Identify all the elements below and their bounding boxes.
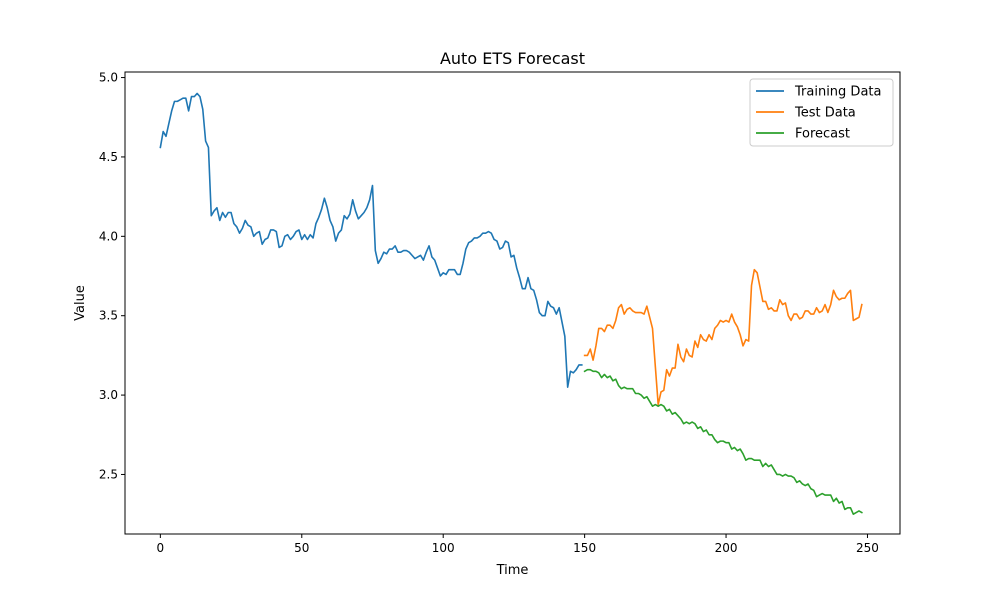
chart-title: Auto ETS Forecast: [440, 49, 585, 68]
y-axis: 2.5 3.0 3.5 4.0 4.5 5.0: [99, 71, 125, 481]
series-line-forecast: [583, 368, 863, 515]
y-tick-label: 3.0: [99, 388, 118, 402]
legend-label-forecast: Forecast: [795, 127, 850, 142]
x-tick-label: 100: [432, 541, 455, 555]
x-tick-label: 50: [294, 541, 309, 555]
legend-label-training-data: Training Data: [794, 85, 881, 100]
x-tick-label: 200: [715, 541, 738, 555]
y-tick-label: 5.0: [99, 71, 118, 85]
legend-label-test-data: Test Data: [794, 106, 856, 121]
x-axis-label: Time: [496, 563, 529, 578]
y-tick-label: 2.5: [99, 467, 118, 481]
x-tick-label: 0: [157, 541, 165, 555]
legend-box: [749, 78, 894, 147]
x-tick-label: 150: [573, 541, 596, 555]
plot-frame: [124, 71, 901, 535]
series-line-training-data: [159, 92, 583, 388]
x-axis: 0 50 100 150 200 250: [157, 534, 879, 555]
y-tick-label: 3.5: [99, 309, 118, 323]
legend: Training Data Test Data Forecast: [749, 78, 894, 147]
y-tick-label: 4.5: [99, 150, 118, 164]
plot-area: [159, 92, 863, 515]
y-tick-label: 4.0: [99, 229, 118, 243]
x-tick-label: 250: [856, 541, 879, 555]
series-line-test-data: [583, 268, 863, 406]
y-axis-label: Value: [73, 285, 88, 321]
